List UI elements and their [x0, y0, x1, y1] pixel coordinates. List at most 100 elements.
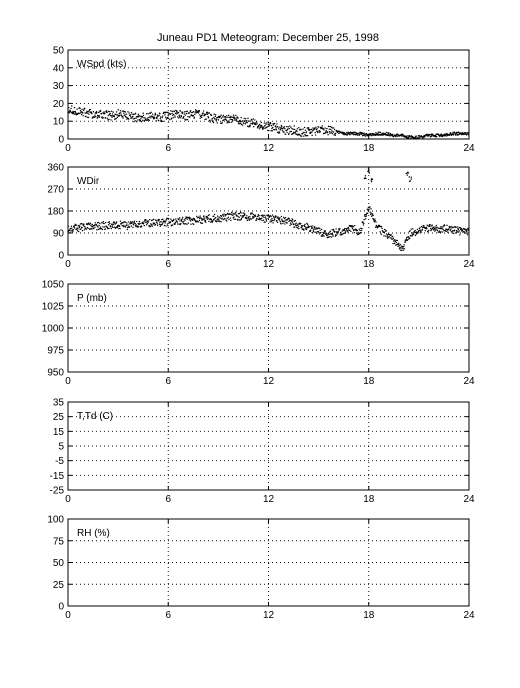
- data-point: [259, 126, 262, 129]
- data-point: [323, 129, 325, 131]
- data-point: [405, 239, 407, 242]
- data-point: [145, 221, 147, 224]
- data-point: [386, 235, 389, 237]
- data-point: [71, 227, 73, 229]
- data-point: [294, 219, 297, 222]
- data-point: [88, 223, 90, 226]
- data-point: [397, 243, 400, 246]
- data-point: [338, 130, 341, 133]
- data-point: [412, 233, 415, 236]
- data-point: [69, 110, 72, 113]
- data-point: [144, 117, 146, 119]
- data-point: [330, 128, 332, 131]
- data-point: [287, 126, 289, 128]
- y-tick-label: 35: [53, 398, 65, 409]
- data-point: [103, 222, 105, 225]
- data-point: [194, 113, 196, 116]
- data-point: [224, 118, 227, 120]
- data-point: [224, 215, 226, 217]
- data-point: [284, 223, 286, 225]
- data-point: [411, 235, 413, 237]
- data-point: [289, 222, 292, 224]
- data-point: [314, 226, 316, 228]
- data-point: [406, 174, 408, 176]
- data-point: [238, 123, 241, 125]
- data-point: [75, 224, 78, 226]
- data-point: [229, 116, 232, 119]
- data-point: [300, 129, 302, 131]
- data-point: [181, 111, 184, 114]
- data-point: [135, 224, 138, 226]
- data-point: [277, 216, 279, 218]
- data-point: [272, 222, 274, 224]
- data-point: [72, 229, 75, 231]
- data-point: [161, 218, 163, 221]
- data-point: [240, 123, 243, 126]
- data-point: [377, 226, 379, 228]
- data-point: [165, 219, 168, 221]
- data-point: [151, 219, 154, 221]
- data-point: [298, 133, 300, 135]
- data-point: [370, 132, 372, 135]
- data-point: [205, 217, 208, 219]
- data-point: [360, 232, 362, 234]
- data-point: [322, 231, 324, 234]
- data-point: [262, 215, 264, 218]
- data-point: [203, 114, 206, 117]
- data-point: [126, 118, 128, 120]
- data-point: [418, 137, 420, 139]
- data-point: [76, 108, 78, 110]
- data-point: [228, 218, 230, 221]
- data-point: [189, 111, 191, 113]
- data-point: [425, 135, 427, 137]
- data-point: [443, 229, 445, 232]
- data-point: [352, 229, 355, 232]
- data-point: [104, 221, 107, 224]
- data-point: [211, 221, 213, 223]
- data-point: [344, 232, 346, 234]
- data-point: [228, 116, 231, 118]
- data-point: [277, 126, 279, 128]
- data-point: [254, 122, 256, 124]
- y-tick-label: 15: [53, 427, 65, 438]
- data-point: [448, 228, 450, 230]
- data-point: [278, 132, 281, 134]
- data-point: [353, 131, 355, 133]
- data-point: [136, 220, 138, 223]
- data-point: [159, 113, 161, 115]
- data-point: [271, 126, 274, 129]
- data-point: [231, 119, 234, 121]
- data-point: [389, 237, 392, 239]
- data-point: [293, 220, 296, 222]
- data-point: [140, 226, 143, 228]
- data-point: [374, 133, 376, 135]
- data-point: [124, 221, 127, 223]
- data-point: [423, 136, 426, 138]
- data-point: [254, 214, 256, 216]
- data-point: [270, 123, 272, 125]
- data-point: [466, 234, 469, 236]
- data-point: [112, 226, 114, 229]
- data-point: [426, 228, 428, 230]
- data-point: [292, 219, 294, 221]
- data-point: [96, 222, 99, 224]
- y-tick-label: 5: [58, 442, 64, 453]
- data-point: [398, 245, 400, 247]
- data-point: [157, 115, 159, 117]
- data-point: [175, 218, 177, 220]
- data-point: [388, 132, 390, 134]
- series-2: [363, 168, 413, 183]
- data-point: [139, 222, 141, 225]
- data-point: [86, 116, 89, 119]
- data-point: [177, 111, 180, 114]
- data-point: [254, 215, 257, 217]
- data-point: [74, 111, 77, 114]
- data-point: [203, 219, 206, 221]
- data-point: [73, 111, 75, 113]
- data-point: [101, 228, 104, 231]
- x-tick-label: 0: [65, 143, 71, 154]
- data-point: [451, 226, 454, 229]
- data-point: [353, 228, 355, 231]
- data-point: [294, 131, 297, 133]
- data-point: [445, 135, 447, 137]
